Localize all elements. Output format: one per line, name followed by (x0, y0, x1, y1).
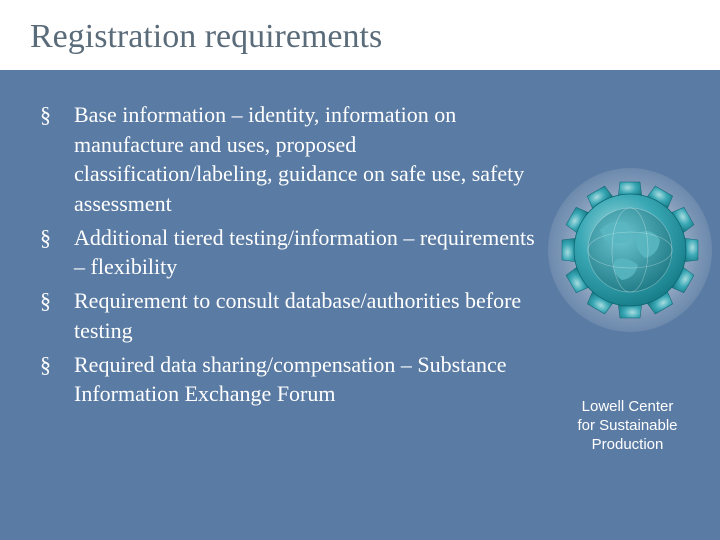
bullet-item: Base information – identity, information… (40, 100, 540, 219)
bullet-item: Required data sharing/compensation – Sub… (40, 350, 540, 409)
bullet-item: Requirement to consult database/authorit… (40, 286, 540, 345)
title-bar: Registration requirements (0, 0, 720, 70)
logo-caption: Lowell Center for Sustainable Production (545, 398, 710, 454)
logo-container (540, 110, 720, 390)
bullet-list: Base information – identity, information… (40, 100, 540, 409)
caption-line: for Sustainable (545, 417, 710, 436)
caption-line: Lowell Center (545, 398, 710, 417)
caption-line: Production (545, 436, 710, 455)
bullet-item: Additional tiered testing/information – … (40, 223, 540, 282)
slide-title: Registration requirements (30, 18, 690, 56)
gear-globe-icon (545, 165, 715, 335)
